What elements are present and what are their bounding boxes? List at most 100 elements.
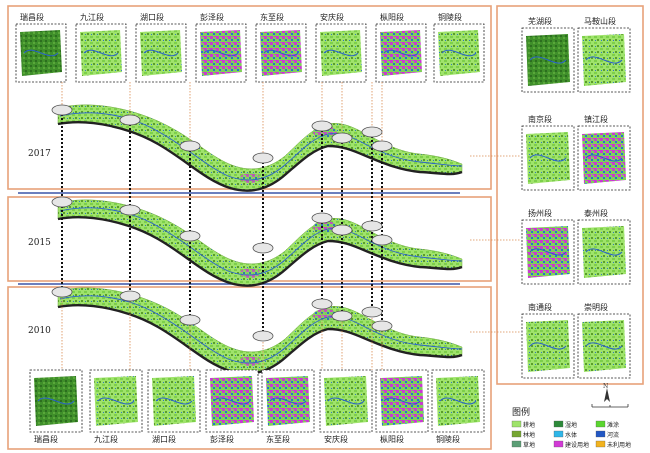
marker-oval-7-2 xyxy=(371,320,393,332)
marker-oval-2-2 xyxy=(179,314,201,326)
right-panel-frame xyxy=(496,5,644,385)
marker-oval-6-2 xyxy=(361,306,383,318)
year-label-2010: 2010 xyxy=(28,326,51,336)
thumb-right-3-0 xyxy=(521,313,575,379)
svg-text:未利用地: 未利用地 xyxy=(607,441,631,449)
thumb-right-3-1 xyxy=(577,313,631,379)
panel-frame-2010 xyxy=(7,286,492,450)
thumb-right-2-1 xyxy=(577,219,631,285)
marker-oval-7-1 xyxy=(371,234,393,246)
thumb-top-1 xyxy=(75,23,127,83)
thumb-right-2-0 xyxy=(521,219,575,285)
legend-item-4: 水体 xyxy=(553,430,577,439)
marker-oval-4-1 xyxy=(311,212,333,224)
north-arrow-icon: N xyxy=(591,383,629,408)
thumb-bottom-label-1: 九江段 xyxy=(94,434,118,444)
river-band-2017 xyxy=(57,104,463,192)
svg-text:河流: 河流 xyxy=(607,431,619,439)
thumb-right-label-1-1: 镇江段 xyxy=(584,114,608,124)
thumb-right-0-0 xyxy=(521,27,575,93)
svg-text:林地: 林地 xyxy=(523,431,535,439)
thumb-bottom-7 xyxy=(431,369,485,433)
thumb-bottom-label-6: 枞阳段 xyxy=(380,434,404,444)
thumb-bottom-2 xyxy=(147,369,201,433)
thumb-bottom-label-7: 铜陵段 xyxy=(436,434,460,444)
thumb-top-label-3: 彭泽段 xyxy=(200,12,224,22)
north-label: N xyxy=(603,383,608,390)
marker-oval-1-1 xyxy=(119,204,141,216)
marker-oval-1-0 xyxy=(119,114,141,126)
thumb-bottom-1 xyxy=(89,369,143,433)
thumb-right-0-1 xyxy=(577,27,631,93)
marker-oval-5-1 xyxy=(331,224,353,236)
thumb-bottom-0 xyxy=(29,369,83,433)
svg-text:湿地: 湿地 xyxy=(565,421,577,429)
legend-item-2: 草地 xyxy=(511,440,535,449)
thumb-right-label-0-0: 芜湖段 xyxy=(528,16,552,26)
svg-text:建设用地: 建设用地 xyxy=(565,441,589,449)
legend-item-8: 未利用地 xyxy=(595,440,631,449)
year-label-2017: 2017 xyxy=(28,149,51,159)
svg-text:草地: 草地 xyxy=(523,441,535,449)
thumb-bottom-label-4: 东至段 xyxy=(266,434,290,444)
thumb-top-4 xyxy=(255,23,307,83)
legend-item-1: 林地 xyxy=(511,430,535,439)
thumb-top-label-4: 东至段 xyxy=(260,12,284,22)
marker-oval-0-1 xyxy=(51,196,73,208)
thumb-top-label-7: 铜陵段 xyxy=(438,12,462,22)
thumb-top-2 xyxy=(135,23,187,83)
svg-text:滩涂: 滩涂 xyxy=(607,421,619,429)
legend-item-7: 河流 xyxy=(595,430,619,439)
thumb-top-3 xyxy=(195,23,247,83)
legend-item-5: 建设用地 xyxy=(553,440,589,449)
legend-item-3: 湿地 xyxy=(553,420,577,429)
thumb-bottom-label-0: 瑞昌段 xyxy=(34,434,58,444)
thumb-bottom-label-3: 彭泽段 xyxy=(210,434,234,444)
marker-oval-3-1 xyxy=(252,242,274,254)
thumb-right-label-0-1: 马鞍山段 xyxy=(584,16,616,26)
marker-oval-2-1 xyxy=(179,230,201,242)
marker-oval-1-2 xyxy=(119,290,141,302)
marker-oval-3-2 xyxy=(252,330,274,342)
legend-title: 图例 xyxy=(512,406,530,418)
marker-oval-4-0 xyxy=(311,120,333,132)
marker-oval-0-2 xyxy=(51,286,73,298)
legend-item-6: 滩涂 xyxy=(595,420,619,429)
marker-oval-5-2 xyxy=(331,310,353,322)
marker-oval-6-0 xyxy=(361,126,383,138)
thumb-bottom-6 xyxy=(375,369,429,433)
thumb-top-5 xyxy=(315,23,367,83)
legend-item-0: 耕地 xyxy=(511,420,535,429)
thumb-right-label-2-1: 泰州段 xyxy=(584,208,608,218)
marker-oval-2-0 xyxy=(179,140,201,152)
river-band-2010 xyxy=(57,287,463,375)
thumb-top-label-1: 九江段 xyxy=(80,12,104,22)
marker-oval-6-1 xyxy=(361,220,383,232)
thumb-top-label-0: 瑞昌段 xyxy=(20,12,44,22)
marker-oval-7-0 xyxy=(371,140,393,152)
year-label-2015: 2015 xyxy=(28,238,51,248)
thumb-bottom-5 xyxy=(319,369,373,433)
thumb-right-label-2-0: 扬州段 xyxy=(528,208,552,218)
thumb-right-label-1-0: 南京段 xyxy=(528,114,552,124)
marker-oval-4-2 xyxy=(311,298,333,310)
thumb-top-label-5: 安庆段 xyxy=(320,12,344,22)
thumb-bottom-4 xyxy=(261,369,315,433)
river-band-2015 xyxy=(57,199,463,287)
marker-oval-3-0 xyxy=(252,152,274,164)
svg-text:水体: 水体 xyxy=(565,431,577,439)
thumb-right-1-1 xyxy=(577,125,631,191)
thumb-bottom-label-2: 湖口段 xyxy=(152,434,176,444)
marker-oval-5-0 xyxy=(331,132,353,144)
thumb-right-1-0 xyxy=(521,125,575,191)
thumb-top-label-2: 湖口段 xyxy=(140,12,164,22)
thumb-top-0 xyxy=(15,23,67,83)
thumb-right-label-3-0: 南通段 xyxy=(528,302,552,312)
thumb-top-label-6: 枞阳段 xyxy=(380,12,404,22)
marker-oval-0-0 xyxy=(51,104,73,116)
thumb-right-label-3-1: 崇明段 xyxy=(584,302,608,312)
svg-text:耕地: 耕地 xyxy=(523,421,535,429)
